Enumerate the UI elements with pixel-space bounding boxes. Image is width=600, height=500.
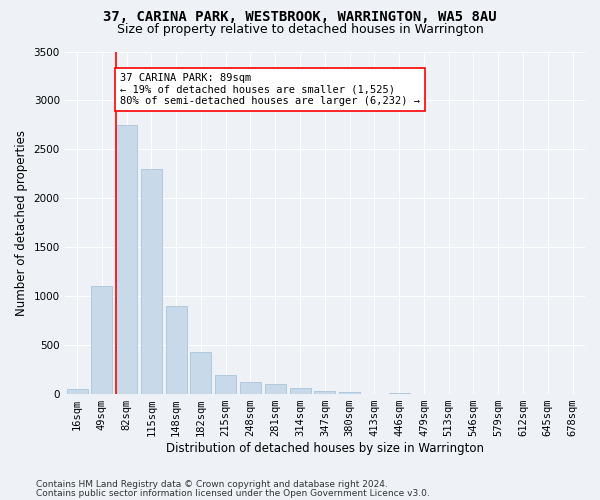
Bar — [141, 169, 162, 394]
Bar — [240, 382, 261, 394]
Bar — [67, 389, 88, 394]
Y-axis label: Number of detached properties: Number of detached properties — [15, 130, 28, 316]
Bar — [215, 374, 236, 394]
Bar — [314, 390, 335, 394]
Bar — [116, 125, 137, 394]
Bar — [290, 388, 311, 394]
Bar — [91, 286, 112, 394]
X-axis label: Distribution of detached houses by size in Warrington: Distribution of detached houses by size … — [166, 442, 484, 455]
Bar — [265, 384, 286, 394]
Bar — [166, 306, 187, 394]
Text: 37, CARINA PARK, WESTBROOK, WARRINGTON, WA5 8AU: 37, CARINA PARK, WESTBROOK, WARRINGTON, … — [103, 10, 497, 24]
Bar — [190, 352, 211, 394]
Text: Contains public sector information licensed under the Open Government Licence v3: Contains public sector information licen… — [36, 488, 430, 498]
Text: 37 CARINA PARK: 89sqm
← 19% of detached houses are smaller (1,525)
80% of semi-d: 37 CARINA PARK: 89sqm ← 19% of detached … — [120, 73, 420, 106]
Bar — [389, 392, 410, 394]
Text: Size of property relative to detached houses in Warrington: Size of property relative to detached ho… — [116, 22, 484, 36]
Bar — [339, 392, 360, 394]
Text: Contains HM Land Registry data © Crown copyright and database right 2024.: Contains HM Land Registry data © Crown c… — [36, 480, 388, 489]
